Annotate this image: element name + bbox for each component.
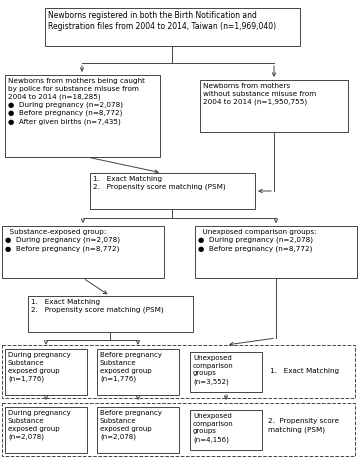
Bar: [90, 173, 255, 209]
Text: 1.   Exact Matching: 1. Exact Matching: [270, 368, 339, 374]
Text: 1.   Exact Matching
2.   Propensity score matching (PSM): 1. Exact Matching 2. Propensity score ma…: [31, 299, 164, 313]
Text: 2.  Propensity score
matching (PSM): 2. Propensity score matching (PSM): [268, 418, 339, 433]
Bar: [2, 226, 164, 278]
Text: Before pregnancy
Substance
exposed group
(n=2,078): Before pregnancy Substance exposed group…: [100, 410, 162, 440]
Bar: [190, 352, 262, 392]
Text: Before pregnancy
Substance
exposed group
(n=1,776): Before pregnancy Substance exposed group…: [100, 352, 162, 382]
Bar: [195, 226, 357, 278]
Text: 1.   Exact Matching
2.   Propensity score matching (PSM): 1. Exact Matching 2. Propensity score ma…: [93, 176, 226, 190]
Bar: [45, 8, 300, 46]
Bar: [5, 349, 87, 395]
Bar: [200, 80, 348, 132]
Text: Unexposed
comparison
groups
(n=3,552): Unexposed comparison groups (n=3,552): [193, 355, 234, 385]
Text: Unexposed comparison groups:
●  During pregnancy (n=2,078)
●  Before pregnancy (: Unexposed comparison groups: ● During pr…: [198, 229, 317, 252]
Text: During pregnancy
Substance
exposed group
(n=1,776): During pregnancy Substance exposed group…: [8, 352, 71, 382]
Bar: [2, 345, 355, 398]
Text: Unexposed
comparison
groups
(n=4,156): Unexposed comparison groups (n=4,156): [193, 413, 234, 443]
Bar: [97, 407, 179, 453]
Text: Substance-exposed group:
●  During pregnancy (n=2,078)
●  Before pregnancy (n=8,: Substance-exposed group: ● During pregna…: [5, 229, 120, 252]
Bar: [28, 296, 193, 332]
Text: Newborns from mothers
without substance misuse from
2004 to 2014 (n=1,950,755): Newborns from mothers without substance …: [203, 83, 316, 105]
Bar: [190, 410, 262, 450]
Text: Newborns from mothers being caught
by police for substance misuse from
2004 to 2: Newborns from mothers being caught by po…: [8, 78, 145, 125]
Bar: [2, 403, 355, 456]
Text: During pregnancy
Substance
exposed group
(n=2,078): During pregnancy Substance exposed group…: [8, 410, 71, 440]
Bar: [5, 75, 160, 157]
Bar: [97, 349, 179, 395]
Bar: [5, 407, 87, 453]
Text: Newborns registered in both the Birth Notification and
Registration files from 2: Newborns registered in both the Birth No…: [48, 11, 276, 32]
